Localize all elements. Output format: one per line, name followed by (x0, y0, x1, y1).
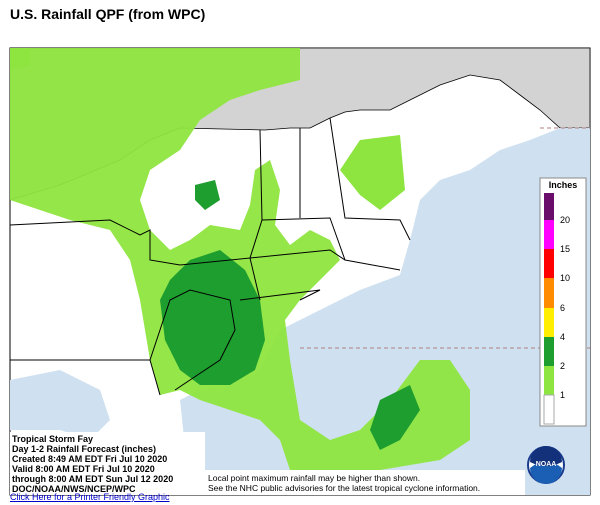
rain-1-2in (340, 135, 405, 210)
legend-labels: 20 15 10 6 4 2 1 (560, 215, 570, 400)
legend-label: 10 (560, 273, 570, 283)
info-line: Created 8:49 AM EDT Fri Jul 10 2020 (12, 454, 167, 464)
logo-text: NOAA (536, 461, 557, 468)
legend-swatch (544, 193, 554, 220)
notes: Local point maximum rainfall may be high… (208, 473, 480, 493)
info-line: DOC/NOAA/NWS/NCEP/WPC (12, 484, 136, 494)
legend-swatch (544, 366, 554, 395)
rain-2-4in (370, 385, 420, 450)
legend-label: 20 (560, 215, 570, 225)
legend-swatch (544, 337, 554, 366)
page-title: U.S. Rainfall QPF (from WPC) (10, 6, 206, 22)
legend-swatch (544, 308, 554, 337)
rain-2-4in (160, 250, 265, 385)
legend-label: 6 (560, 303, 565, 313)
borders (9, 117, 411, 396)
note: Local point maximum rainfall may be high… (208, 473, 420, 483)
legend-swatch (543, 394, 555, 425)
legend-title: Inches (549, 180, 578, 190)
noaa-logo: NOAA (527, 446, 565, 484)
note-box (205, 470, 525, 495)
legend-label: 15 (560, 244, 570, 254)
legend-label: 1 (560, 390, 565, 400)
printer-friendly-link[interactable]: Click Here for a Printer Friendly Graphi… (10, 492, 170, 502)
legend-swatch (544, 278, 554, 308)
info-line: Day 1-2 Rainfall Forecast (inches) (12, 444, 156, 454)
info-text: Tropical Storm Fay Day 1-2 Rainfall Fore… (12, 434, 173, 494)
legend-label: 4 (560, 332, 565, 342)
rain-2-4in (195, 180, 220, 210)
info-line: through 8:00 AM EDT Sun Jul 12 2020 (12, 474, 173, 484)
info-line: Valid 8:00 AM EDT Fri Jul 10 2020 (12, 464, 155, 474)
info-line: Tropical Storm Fay (12, 434, 93, 444)
legend-swatch (544, 249, 554, 278)
note: See the NHC public advisories for the la… (208, 483, 480, 493)
legend-swatch (544, 220, 554, 249)
legend-label: 2 (560, 361, 565, 371)
info-box (10, 432, 205, 495)
chesapeake (10, 370, 110, 440)
rain-1-2in (10, 48, 30, 70)
